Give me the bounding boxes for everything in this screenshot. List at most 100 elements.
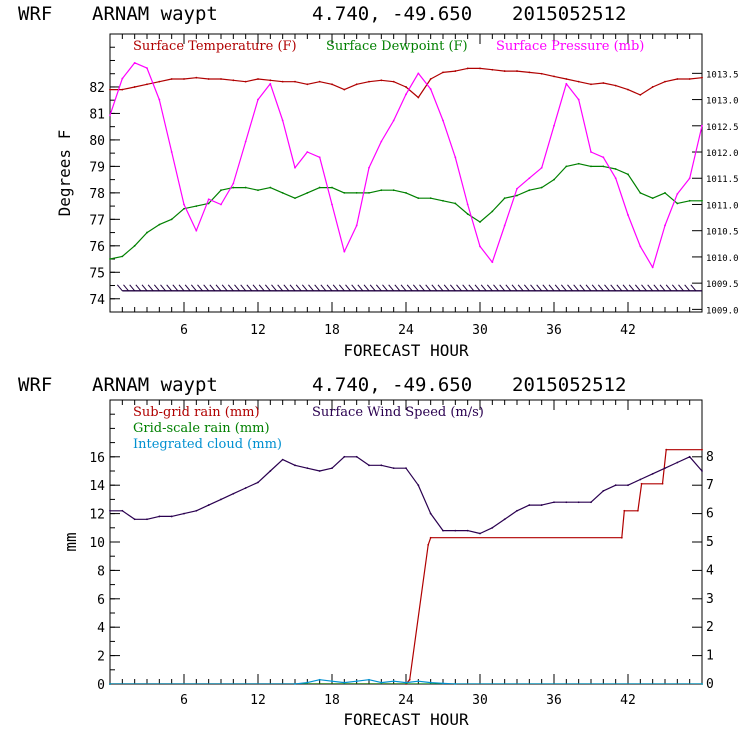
series-point — [479, 67, 481, 70]
y2-tick-label: 1010.0 — [706, 254, 739, 264]
series-point — [158, 80, 161, 83]
series-point — [540, 72, 543, 75]
series-point — [220, 203, 222, 206]
legend-entry-2: Grid-scale rain (mm) — [133, 421, 270, 436]
y-tick-label: 10 — [89, 536, 105, 551]
series-point — [355, 455, 358, 458]
series-point — [565, 501, 568, 504]
series-point — [380, 79, 383, 82]
series-point — [688, 199, 691, 202]
y2-tick-label: 7 — [706, 478, 714, 493]
header-coords: 4.740, -49.650 — [312, 3, 472, 25]
series-point — [516, 194, 518, 197]
x-tick-label: 42 — [620, 323, 636, 338]
wind-barb — [116, 284, 123, 292]
series-point — [454, 202, 457, 205]
x-tick-label: 18 — [324, 693, 340, 708]
y-tick-label: 12 — [89, 508, 105, 523]
series-point — [577, 80, 580, 83]
series-point — [294, 464, 296, 467]
wind-barb — [499, 284, 506, 292]
series-point — [170, 218, 173, 221]
series-point — [429, 536, 432, 539]
wind-barb — [215, 284, 222, 292]
series-point — [614, 84, 617, 87]
series-point — [294, 80, 296, 83]
series-point — [442, 119, 444, 122]
x-tick-label: 30 — [472, 323, 488, 338]
y2-tick-label: 6 — [706, 507, 714, 522]
series-point — [676, 78, 679, 80]
series-point — [232, 186, 235, 189]
y2-tick-label: 3 — [706, 592, 714, 607]
x-tick-label: 12 — [250, 323, 266, 338]
y-tick-label: 75 — [89, 266, 105, 281]
series-point — [491, 526, 494, 529]
y-tick-label: 0 — [97, 678, 105, 693]
wind-barb — [308, 284, 314, 292]
wind-barb — [517, 284, 524, 292]
series-point — [269, 186, 272, 189]
series-point — [269, 79, 272, 82]
series-point — [281, 119, 284, 122]
series-point — [281, 458, 284, 461]
series-point — [427, 543, 430, 546]
wind-barb — [536, 284, 543, 292]
header-coords: 4.740, -49.650 — [312, 374, 472, 396]
series-point — [676, 193, 679, 195]
series-point — [639, 93, 642, 96]
wind-barb — [351, 284, 358, 292]
series-point — [281, 80, 284, 83]
series-point — [602, 156, 605, 159]
series-point — [318, 80, 321, 83]
series-point — [343, 191, 346, 194]
y2-tick-label: 1011.0 — [706, 201, 739, 211]
series-point — [269, 82, 272, 85]
series-point — [121, 77, 124, 80]
series-point — [220, 189, 222, 192]
wind-barb — [610, 284, 617, 292]
wind-barb — [604, 284, 610, 292]
wind-barb — [271, 284, 277, 292]
wind-barb — [375, 284, 382, 292]
header-station: ARNAM waypt — [92, 374, 218, 396]
series-point — [565, 165, 568, 168]
series-point — [466, 203, 469, 206]
series-point — [442, 682, 444, 685]
y-tick-label: 78 — [89, 187, 105, 202]
series-point — [109, 258, 111, 260]
wind-barb — [641, 284, 647, 292]
y-tick-label: 81 — [89, 107, 105, 122]
series-point — [664, 467, 666, 470]
y2-tick-label: 1 — [706, 649, 714, 664]
series-point — [688, 177, 691, 180]
series-point — [368, 80, 370, 83]
header-model: WRF — [18, 374, 52, 396]
series-point — [466, 67, 469, 70]
series-point — [343, 455, 346, 458]
series-point — [121, 88, 124, 91]
series-point — [417, 197, 420, 200]
series-point — [380, 140, 383, 143]
wind-barb — [567, 284, 573, 292]
y2-tick-label: 1009.0 — [706, 306, 739, 316]
wind-barb — [690, 284, 697, 292]
wind-barb — [332, 284, 339, 292]
series-point — [318, 156, 321, 159]
x-tick-label: 6 — [180, 693, 188, 708]
series-point — [405, 86, 407, 88]
series-point — [528, 177, 531, 180]
header-init: 2015052512 — [512, 3, 626, 25]
series-point — [516, 509, 518, 512]
x-tick-label: 12 — [250, 693, 266, 708]
wind-barb — [141, 284, 148, 292]
y-tick-label: 6 — [97, 593, 105, 608]
y2-tick-label: 1013.5 — [706, 70, 739, 80]
series-point — [392, 189, 395, 192]
series-point — [195, 509, 198, 512]
wind-barb — [449, 284, 456, 292]
series-point — [577, 162, 580, 165]
series-point — [429, 512, 432, 515]
series-point — [651, 266, 654, 269]
